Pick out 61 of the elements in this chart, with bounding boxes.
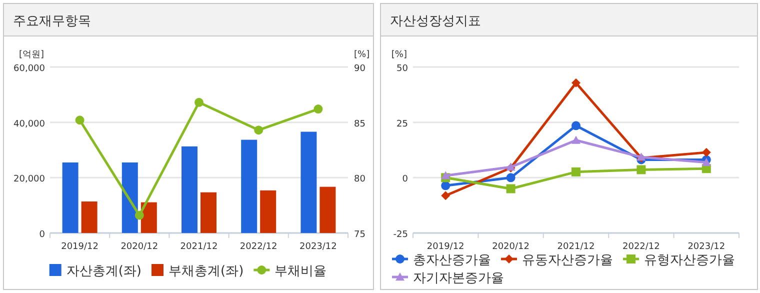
point [572, 136, 580, 144]
x-tick-label: 2019/12 [61, 242, 98, 252]
y2-tick-label: 80 [354, 174, 366, 185]
x-tick-label: 2022/12 [622, 242, 660, 252]
legend-label: 자산총계(좌) [66, 264, 142, 279]
x-tick-label: 2021/12 [180, 242, 218, 252]
y-tick-label: 40,000 [14, 119, 46, 130]
legend-label: 총자산증가율 [413, 253, 491, 268]
y-tick-label: 50 [396, 64, 408, 74]
point [254, 126, 264, 135]
y-axis-title: [%] [391, 50, 407, 60]
x-tick-label: 2023/12 [688, 242, 726, 252]
point [572, 121, 580, 130]
bar [122, 162, 138, 233]
point [572, 167, 580, 176]
bar [241, 140, 258, 233]
bar [320, 186, 336, 233]
y2-axis-title: [%] [354, 50, 370, 60]
legend-label: 부채총계(좌) [168, 264, 244, 279]
point [702, 158, 711, 166]
legend-label: 유형자산증가율 [644, 253, 735, 268]
point [506, 173, 516, 182]
point [441, 171, 450, 180]
point [194, 98, 204, 107]
bar [200, 192, 216, 233]
bar [300, 132, 317, 233]
y-tick-label: 25 [396, 119, 408, 130]
bar [182, 146, 198, 233]
y-tick-label: -25 [393, 230, 408, 240]
bar [81, 201, 98, 233]
chart-title: 자산성장성지표 [390, 14, 481, 29]
legend-label: 부채비율 [274, 264, 327, 279]
point [134, 210, 144, 220]
x-tick-label: 2019/12 [426, 242, 464, 252]
x-tick-label: 2020/12 [492, 242, 530, 252]
point [441, 181, 450, 190]
point [572, 78, 580, 88]
bar [260, 190, 276, 233]
x-tick-label: 2021/12 [557, 242, 595, 252]
point [314, 104, 323, 114]
y2-tick-label: 90 [354, 64, 366, 74]
y-tick-label: 0 [402, 174, 408, 185]
point [506, 184, 516, 194]
y-axis-title: [억원] [18, 50, 44, 60]
x-tick-label: 2022/12 [240, 242, 278, 252]
y2-tick-label: 75 [354, 230, 366, 240]
y2-tick-label: 85 [354, 119, 366, 130]
point [75, 116, 84, 125]
y-tick-label: 0 [39, 230, 46, 240]
bar [62, 162, 78, 233]
legend-label: 자기자본증가율 [413, 271, 504, 286]
y-tick-label: 60,000 [14, 64, 46, 74]
point [636, 165, 646, 174]
bar [140, 202, 157, 233]
y-tick-label: 20,000 [14, 174, 46, 185]
legend-label: 유동자산증가율 [522, 253, 613, 268]
x-tick-label: 2023/12 [300, 242, 337, 252]
chart-title: 주요재무항목 [13, 14, 91, 29]
x-tick-label: 2020/12 [120, 242, 158, 252]
point [702, 148, 711, 157]
point [441, 191, 450, 200]
